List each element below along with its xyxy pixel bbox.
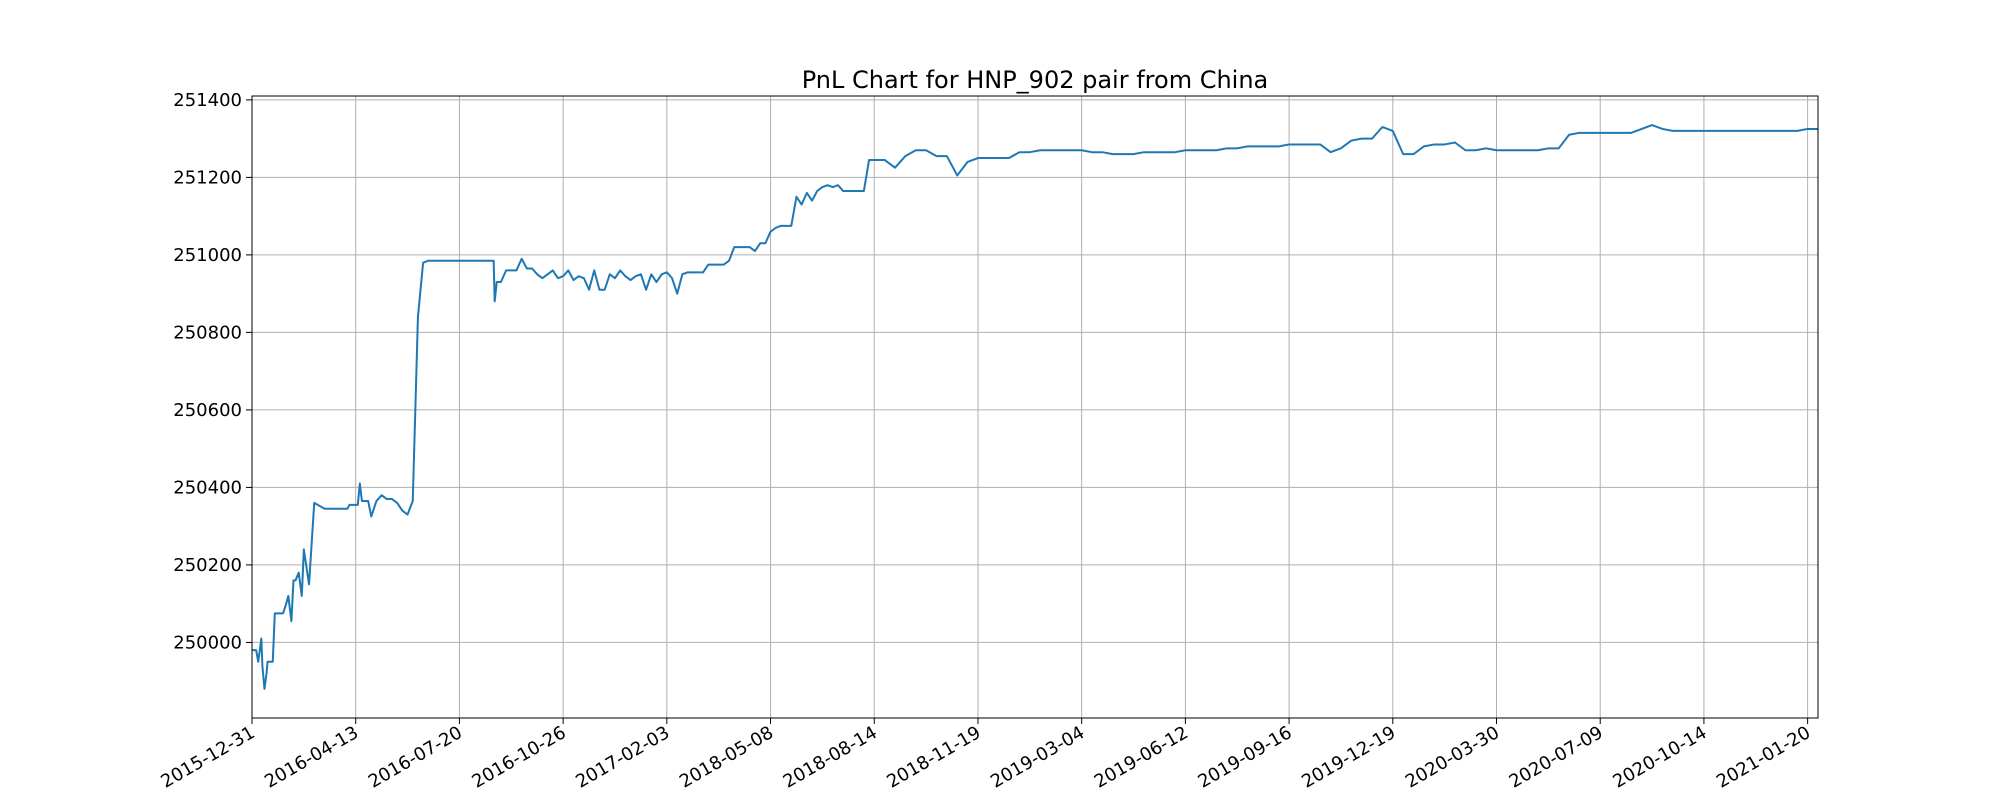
y-tick-label: 250800 [173, 322, 242, 343]
y-tick-label: 250400 [173, 477, 242, 498]
y-tick-label: 251200 [173, 167, 242, 188]
plot-frame [251, 95, 1819, 719]
pnl-series-line [252, 124, 1818, 690]
y-tick-label: 250200 [173, 555, 242, 576]
y-tick-label: 251000 [173, 245, 242, 266]
chart-title: PnL Chart for HNP_902 pair from China [802, 66, 1269, 94]
grid-layer [251, 96, 1818, 718]
series-layer [252, 124, 1818, 690]
y-tick-label: 251400 [173, 90, 242, 111]
y-tick-label: 250000 [173, 632, 242, 653]
y-tick-label: 250600 [173, 400, 242, 421]
